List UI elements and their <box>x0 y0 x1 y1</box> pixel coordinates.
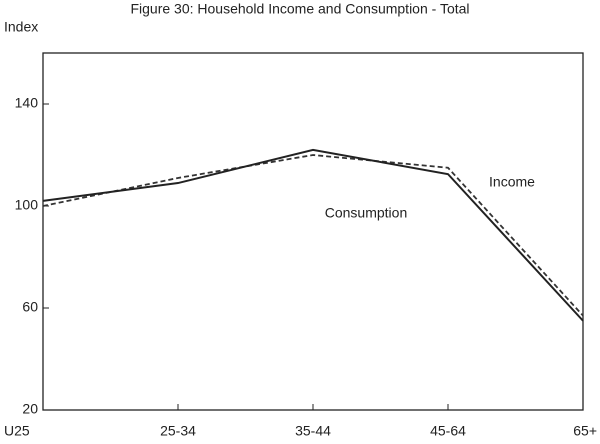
annotation: Consumption <box>325 205 408 221</box>
annotation: Income <box>489 174 535 190</box>
y-tick-label: 140 <box>15 95 39 111</box>
y-tick-label: 20 <box>22 401 38 417</box>
x-tick-label: 65+ <box>573 423 597 439</box>
x-tick-label: 35-44 <box>295 423 331 439</box>
chart-title: Figure 30: Household Income and Consumpt… <box>130 1 469 17</box>
y-tick-label: 60 <box>22 299 38 315</box>
x-tick-label: 25-34 <box>160 423 196 439</box>
x-tick-label: U25 <box>4 423 30 439</box>
series-line <box>42 148 584 322</box>
x-tick-label: 45-64 <box>430 423 466 439</box>
y-tick-label: 100 <box>15 197 39 213</box>
series-line <box>42 154 584 317</box>
y-axis-label: Index <box>4 19 38 35</box>
